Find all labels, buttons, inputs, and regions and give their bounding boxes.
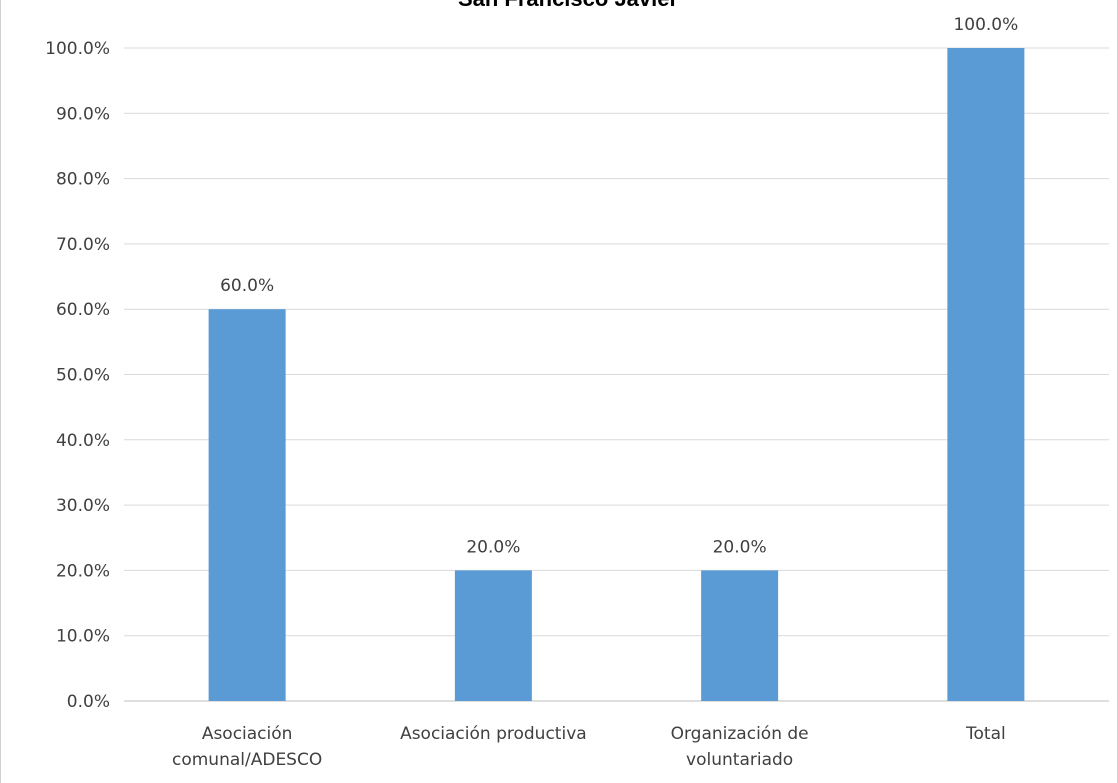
x-category-label: Total bbox=[965, 724, 1006, 744]
data-label: 100.0% bbox=[953, 15, 1018, 35]
bars bbox=[208, 48, 1025, 701]
chart-title: San Francisco Javier bbox=[458, 0, 679, 11]
bar bbox=[454, 570, 532, 701]
y-tick-label: 60.0% bbox=[56, 300, 110, 320]
gridlines bbox=[124, 47, 1109, 702]
y-tick-label: 100.0% bbox=[45, 39, 110, 59]
y-tick-label: 30.0% bbox=[56, 496, 110, 516]
data-label: 20.0% bbox=[466, 537, 520, 557]
bar bbox=[208, 309, 286, 701]
bar bbox=[947, 48, 1025, 701]
bar bbox=[701, 570, 779, 701]
x-category-label: Organización de voluntariado bbox=[671, 724, 809, 770]
y-tick-label: 10.0% bbox=[56, 627, 110, 647]
y-tick-label: 40.0% bbox=[56, 431, 110, 451]
data-label: 20.0% bbox=[713, 537, 767, 557]
x-axis-categories: Asociación comunal/ADESCO Asociación produ… bbox=[172, 724, 1006, 770]
x-category-label: Asociación productiva bbox=[400, 724, 587, 744]
y-tick-label: 90.0% bbox=[56, 104, 110, 124]
y-tick-label: 80.0% bbox=[56, 170, 110, 190]
y-axis-ticks: 0.0% 10.0% 20.0% 30.0% 40.0% 50.0% 60.0% 70.0% 8… bbox=[45, 39, 110, 712]
x-category-label: Asociación comunal/ADESCO bbox=[172, 724, 322, 770]
y-tick-label: 70.0% bbox=[56, 235, 110, 255]
data-label: 60.0% bbox=[220, 276, 274, 296]
y-tick-label: 50.0% bbox=[56, 366, 110, 386]
data-labels: 60.0% 20.0% 20.0% 100.0% bbox=[220, 15, 1018, 557]
y-tick-label: 20.0% bbox=[56, 561, 110, 581]
y-tick-label: 0.0% bbox=[67, 692, 110, 712]
